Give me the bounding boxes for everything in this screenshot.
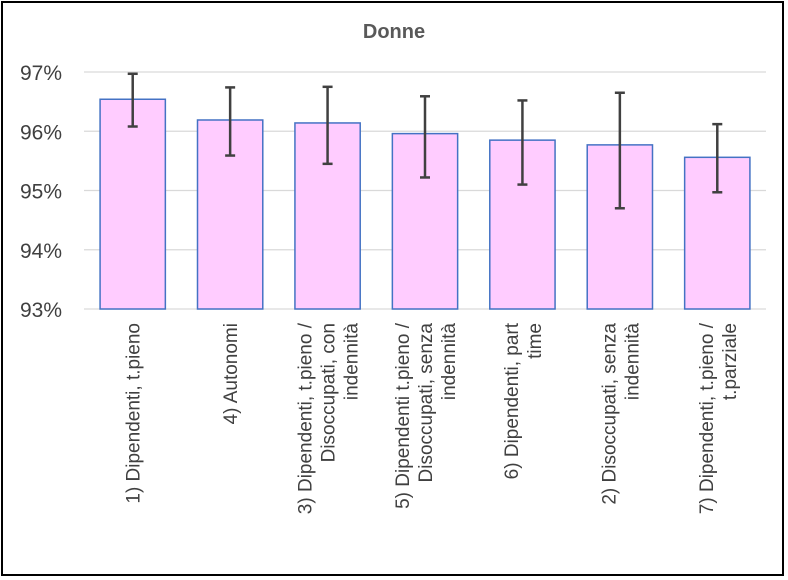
y-tick-label: 97% [20, 62, 62, 85]
bar [99, 98, 167, 310]
x-axis-labels: 1) Dipendenti, t.pieno 4) Autonomi 3) Dipe… [124, 322, 741, 514]
x-category-text: 1) Dipendenti, t.pieno [124, 323, 145, 504]
x-category-text: 3) Dipendenti, t.pieno / Disoccupati, con… [296, 322, 363, 514]
x-category-text: 7) Dipendenti, t.pieno / t.parziale [697, 322, 741, 514]
x-category-line: t.parziale [720, 323, 741, 400]
x-category-label: 6) Dipendenti, part time [502, 322, 546, 479]
x-category-text: 2) Disoccupati, senza indennità [599, 323, 643, 505]
y-axis-ticks: 93% 94% 95% 96% 97% [20, 62, 62, 322]
x-category-line: 1) Dipendenti, t.pieno [124, 323, 145, 504]
x-category-line: time [525, 323, 546, 359]
x-category-line: indennità [439, 323, 460, 401]
x-category-label: 4) Autonomi [221, 323, 242, 424]
x-category-line: 4) Autonomi [221, 323, 242, 424]
x-category-text: 5) Dipendenti t.pieno / Disoccupati, senz… [393, 322, 460, 509]
x-category-line: 7) Dipendenti, t.pieno / [697, 322, 718, 514]
x-category-label: 7) Dipendenti, t.pieno / t.parziale [697, 322, 741, 514]
x-category-label: 5) Dipendenti t.pieno / Disoccupati, senz… [393, 322, 460, 509]
x-category-line: 5) Dipendenti t.pieno / [393, 322, 414, 509]
x-category-line: 2) Disoccupati, senza [599, 323, 620, 505]
x-category-line: indennità [622, 323, 643, 401]
x-category-line: 3) Dipendenti, t.pieno / [296, 322, 317, 514]
x-category-text: 6) Dipendenti, part time [502, 322, 546, 479]
y-tick-label: 96% [20, 121, 62, 144]
error-bars [127, 72, 723, 210]
bars [99, 98, 751, 310]
x-category-label: 3) Dipendenti, t.pieno / Disoccupati, con… [296, 322, 363, 514]
y-tick-label: 95% [20, 181, 62, 204]
x-category-line: Disoccupati, con [319, 323, 340, 462]
y-tick-label: 94% [20, 240, 62, 263]
x-category-label: 1) Dipendenti, t.pieno [124, 323, 145, 504]
x-category-text: 4) Autonomi [221, 323, 242, 424]
chart-title: Donne [363, 21, 425, 43]
y-tick-label: 93% [20, 299, 62, 322]
x-category-line: indennità [342, 323, 363, 401]
x-category-label: 2) Disoccupati, senza indennità [599, 323, 643, 505]
x-category-line: Disoccupati, senza [416, 323, 437, 483]
x-category-line: 6) Dipendenti, part [502, 322, 523, 479]
